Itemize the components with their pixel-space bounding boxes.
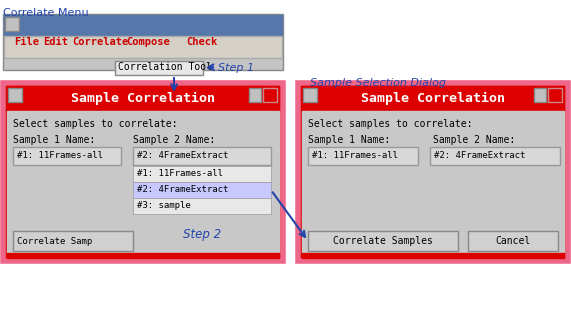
Bar: [308, 231, 458, 251]
Text: #2: 4FrameExtract: #2: 4FrameExtract: [137, 151, 228, 160]
Text: Sample 2 Name:: Sample 2 Name:: [433, 135, 515, 145]
Bar: [468, 231, 558, 251]
Bar: [430, 147, 560, 165]
Text: #1: 11Frames-all: #1: 11Frames-all: [312, 151, 398, 160]
Text: #2: 4FrameExtract: #2: 4FrameExtract: [434, 151, 525, 160]
Bar: [133, 198, 271, 214]
Text: Sample Correlation: Sample Correlation: [361, 91, 505, 105]
Text: #1: 11Frames-all: #1: 11Frames-all: [137, 170, 223, 178]
Text: Sample 1 Name:: Sample 1 Name:: [308, 135, 390, 145]
Bar: [133, 147, 271, 165]
Text: Correlate Samples: Correlate Samples: [333, 236, 433, 246]
Bar: [7, 253, 279, 258]
Text: Compose: Compose: [126, 37, 170, 47]
Text: Cancel: Cancel: [496, 236, 530, 246]
Text: Check: Check: [186, 37, 217, 47]
Bar: [298, 83, 568, 261]
Bar: [4, 36, 282, 58]
Text: Select samples to correlate:: Select samples to correlate:: [308, 119, 472, 129]
Text: Correlation Tool: Correlation Tool: [118, 62, 212, 72]
Bar: [263, 88, 277, 102]
Bar: [5, 17, 19, 31]
Text: Sample Selection Dialog: Sample Selection Dialog: [310, 78, 446, 88]
Bar: [13, 231, 133, 251]
Text: Sample Correlation: Sample Correlation: [71, 91, 215, 105]
Text: Correlate Menu: Correlate Menu: [3, 8, 89, 18]
Bar: [3, 83, 283, 261]
Bar: [534, 88, 546, 102]
Bar: [4, 15, 282, 35]
Bar: [302, 86, 564, 110]
Text: Sample 1 Name:: Sample 1 Name:: [13, 135, 95, 145]
Bar: [3, 14, 283, 70]
Bar: [7, 86, 279, 110]
Bar: [303, 88, 317, 102]
Text: #2: 4FrameExtract: #2: 4FrameExtract: [137, 186, 228, 194]
Text: Edit: Edit: [43, 37, 68, 47]
Bar: [133, 166, 271, 182]
Bar: [308, 147, 418, 165]
Text: #3: sample: #3: sample: [137, 202, 191, 210]
Bar: [133, 182, 271, 198]
Bar: [115, 61, 203, 75]
Text: Step 1: Step 1: [218, 63, 254, 73]
Text: Sample 2 Name:: Sample 2 Name:: [133, 135, 215, 145]
Text: Correlate: Correlate: [72, 37, 128, 47]
Bar: [7, 111, 279, 253]
Bar: [302, 111, 564, 253]
Text: Correlate Samp: Correlate Samp: [17, 236, 93, 246]
Bar: [249, 88, 261, 102]
Text: File: File: [14, 37, 39, 47]
Text: #1: 11Frames-all: #1: 11Frames-all: [17, 151, 103, 160]
Text: Step 2: Step 2: [183, 228, 221, 241]
Bar: [548, 88, 562, 102]
Bar: [8, 88, 22, 102]
Text: Select samples to correlate:: Select samples to correlate:: [13, 119, 178, 129]
Bar: [302, 253, 564, 258]
Bar: [13, 147, 121, 165]
